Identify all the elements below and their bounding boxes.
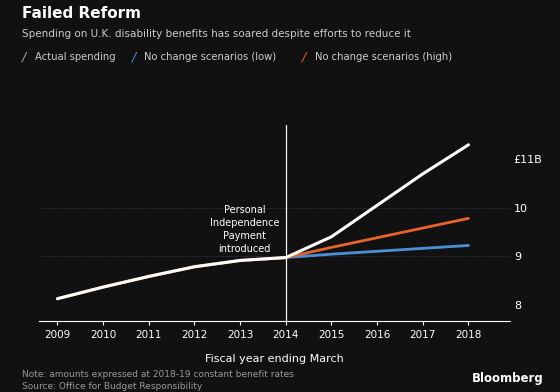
Text: Source: Office for Budget Responsibility: Source: Office for Budget Responsibility bbox=[22, 382, 203, 391]
Text: /: / bbox=[132, 50, 136, 64]
Text: Bloomberg: Bloomberg bbox=[472, 372, 543, 385]
Text: No change scenarios (low): No change scenarios (low) bbox=[144, 52, 276, 62]
Text: Note: amounts expressed at 2018-19 constant benefit rates: Note: amounts expressed at 2018-19 const… bbox=[22, 370, 294, 379]
Text: Failed Reform: Failed Reform bbox=[22, 6, 141, 21]
Text: Actual spending: Actual spending bbox=[35, 52, 115, 62]
Text: Fiscal year ending March: Fiscal year ending March bbox=[205, 354, 344, 364]
Text: /: / bbox=[22, 50, 27, 64]
Text: No change scenarios (high): No change scenarios (high) bbox=[315, 52, 452, 62]
Text: /: / bbox=[302, 50, 307, 64]
Text: Spending on U.K. disability benefits has soared despite efforts to reduce it: Spending on U.K. disability benefits has… bbox=[22, 29, 411, 40]
Text: Personal
Independence
Payment
introduced: Personal Independence Payment introduced bbox=[210, 205, 279, 254]
